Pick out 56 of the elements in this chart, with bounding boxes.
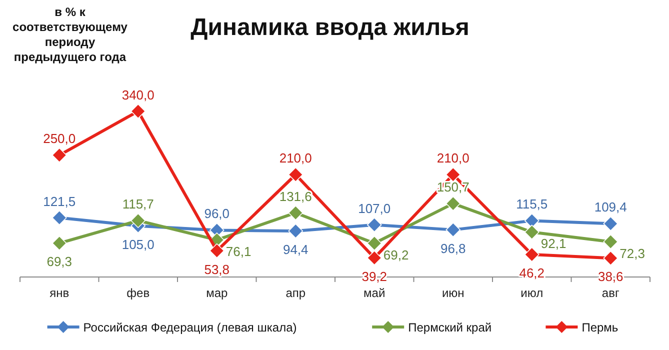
point xyxy=(366,250,382,266)
point xyxy=(209,243,224,258)
point xyxy=(524,247,540,262)
x-tick-label: июн xyxy=(442,286,464,300)
data-label: 109,4 xyxy=(594,200,627,215)
data-label: 210,0 xyxy=(279,150,312,166)
data-label: 105,0 xyxy=(122,236,154,252)
point xyxy=(52,210,67,226)
data-label: 107,0 xyxy=(358,200,391,216)
x-tick-label: апр xyxy=(286,286,306,300)
legend-label: Пермь xyxy=(582,320,618,334)
legend-label: Пермский край xyxy=(408,320,492,334)
point xyxy=(130,104,146,119)
point xyxy=(52,236,67,251)
point xyxy=(603,250,618,266)
x-tick-label: июл xyxy=(520,286,544,300)
data-label: 72,3 xyxy=(620,246,645,261)
data-label: 115,5 xyxy=(516,196,548,212)
y-axis-title: в % к соответствующему периоду предыдущего года xyxy=(12,5,128,64)
chart-title: Динамика ввода жилья xyxy=(190,14,470,41)
data-label: 210,0 xyxy=(436,150,470,166)
data-label: 46,2 xyxy=(519,265,545,280)
point xyxy=(524,224,540,240)
point xyxy=(130,213,146,228)
data-label: 115,7 xyxy=(122,196,154,212)
x-tick-label: май xyxy=(364,286,386,300)
x-tick-label: авг xyxy=(602,286,620,300)
data-label: 94,4 xyxy=(282,242,308,257)
x-tick-label: янв xyxy=(50,286,70,300)
point xyxy=(603,234,618,250)
x-tick-label: фев xyxy=(126,286,150,300)
point xyxy=(446,196,461,211)
data-label: 131,6 xyxy=(279,188,312,204)
point xyxy=(603,216,618,232)
point xyxy=(288,224,304,238)
data-label: 39,2 xyxy=(362,268,388,284)
point xyxy=(446,222,461,238)
data-label: 38,6 xyxy=(598,269,624,284)
data-label: 96,8 xyxy=(440,240,466,256)
point xyxy=(288,205,304,220)
data-label: 250,0 xyxy=(43,131,76,146)
data-label: 121,5 xyxy=(43,194,76,209)
legend-label: Российская Федерация (левая шкала) xyxy=(83,320,297,334)
data-label: 69,2 xyxy=(383,247,409,262)
point xyxy=(288,167,304,182)
point xyxy=(446,167,461,182)
data-label: 69,3 xyxy=(46,254,72,270)
point xyxy=(366,236,382,251)
data-label: 53,8 xyxy=(204,262,230,277)
point xyxy=(52,148,67,163)
data-label: 340,0 xyxy=(122,87,154,102)
x-tick-label: мар xyxy=(206,286,228,300)
data-label: 76,1 xyxy=(226,244,252,259)
data-label: 92,1 xyxy=(540,236,566,252)
data-label: 96,0 xyxy=(204,206,230,222)
point xyxy=(366,217,382,232)
